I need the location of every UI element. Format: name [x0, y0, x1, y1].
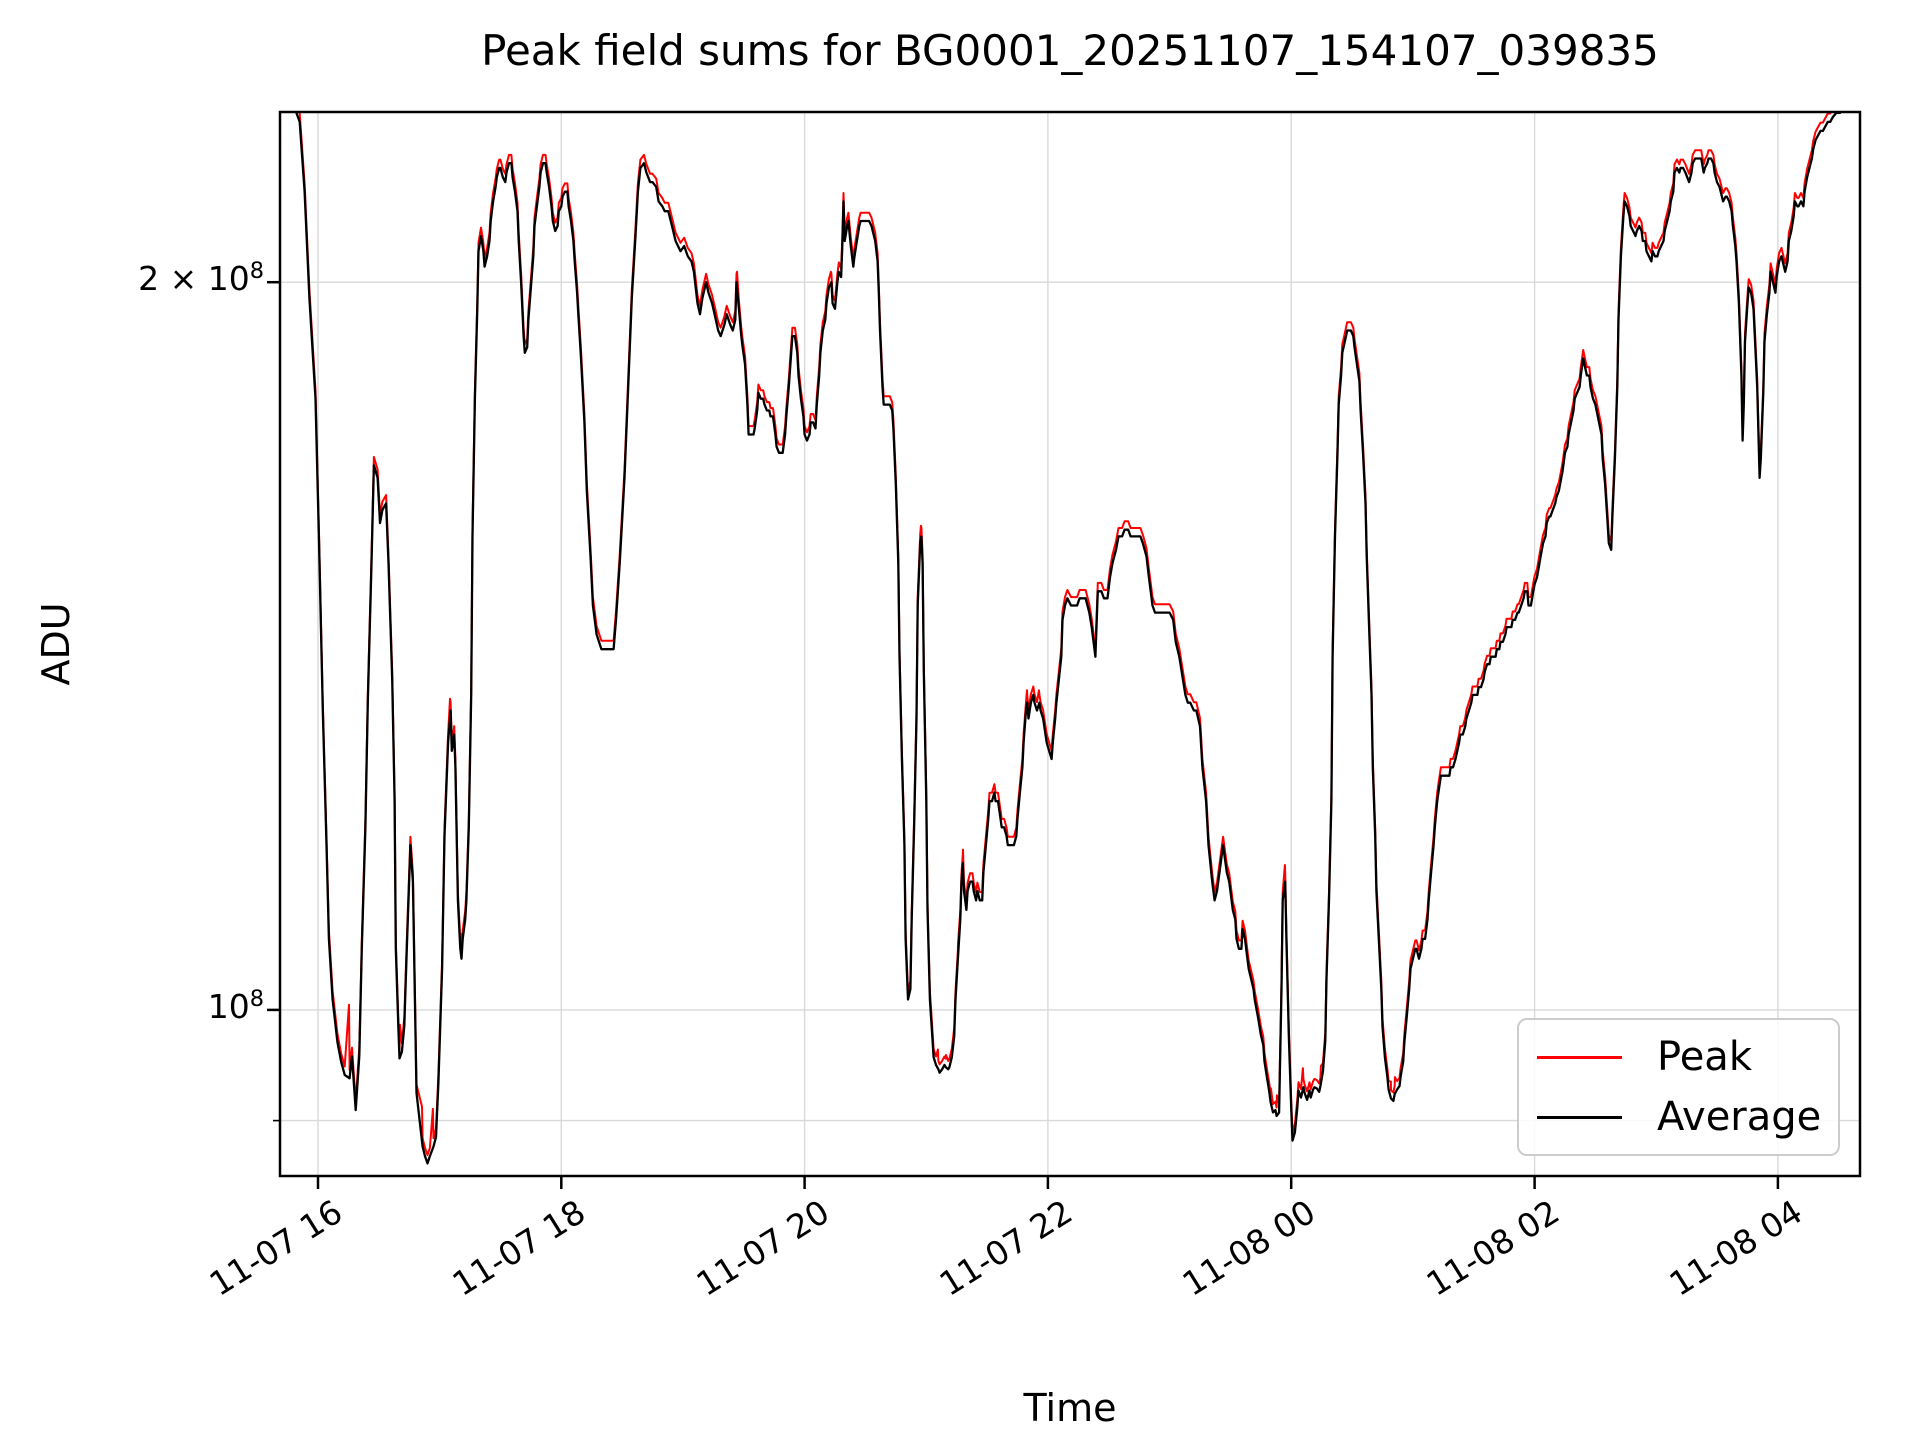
- average-line-swatch: [1537, 1115, 1622, 1119]
- y-tick-label: 108: [207, 986, 264, 1026]
- grid-lines: [280, 112, 1860, 1176]
- x-axis-label: Time: [1023, 1386, 1117, 1430]
- legend-row-peak: Peak: [1519, 1027, 1838, 1087]
- average-series-line: [294, 112, 1843, 1165]
- legend-row-average: Average: [1519, 1087, 1838, 1147]
- legend-label-peak: Peak: [1657, 1034, 1752, 1080]
- y-tick-label: 2 × 108: [138, 258, 264, 298]
- legend-label-average: Average: [1657, 1094, 1822, 1140]
- legend: Peak Average: [1517, 1018, 1840, 1156]
- plot-border: [278, 110, 1862, 1178]
- chart-title: Peak field sums for BG0001_20251107_1541…: [481, 26, 1659, 75]
- y-axis-label: ADU: [34, 602, 78, 686]
- peak-line-swatch: [1537, 1055, 1622, 1059]
